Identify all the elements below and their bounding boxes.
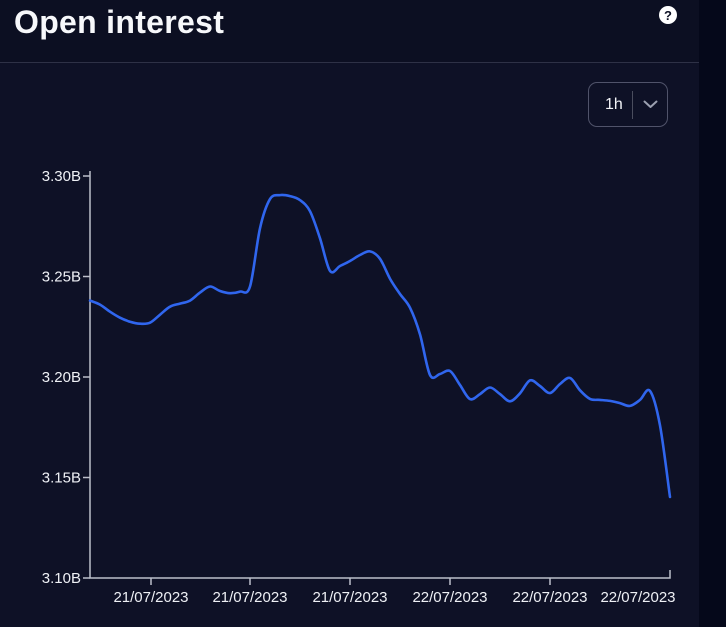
timeframe-value: 1h — [605, 95, 623, 113]
page-title: Open interest — [14, 4, 225, 40]
help-button[interactable]: ? — [659, 6, 677, 24]
chevron-down-icon — [633, 100, 667, 109]
panel-header: Open interest ? — [0, 0, 699, 62]
open-interest-panel: Open interest ? 1h 3.30B 3.25B 3.20B 3.15B 3… — [0, 0, 699, 627]
chart-card — [0, 63, 699, 627]
timeframe-select[interactable]: 1h — [588, 82, 668, 127]
timeframe-divider — [632, 90, 633, 119]
question-mark-icon: ? — [664, 7, 672, 23]
header-divider — [0, 62, 699, 63]
